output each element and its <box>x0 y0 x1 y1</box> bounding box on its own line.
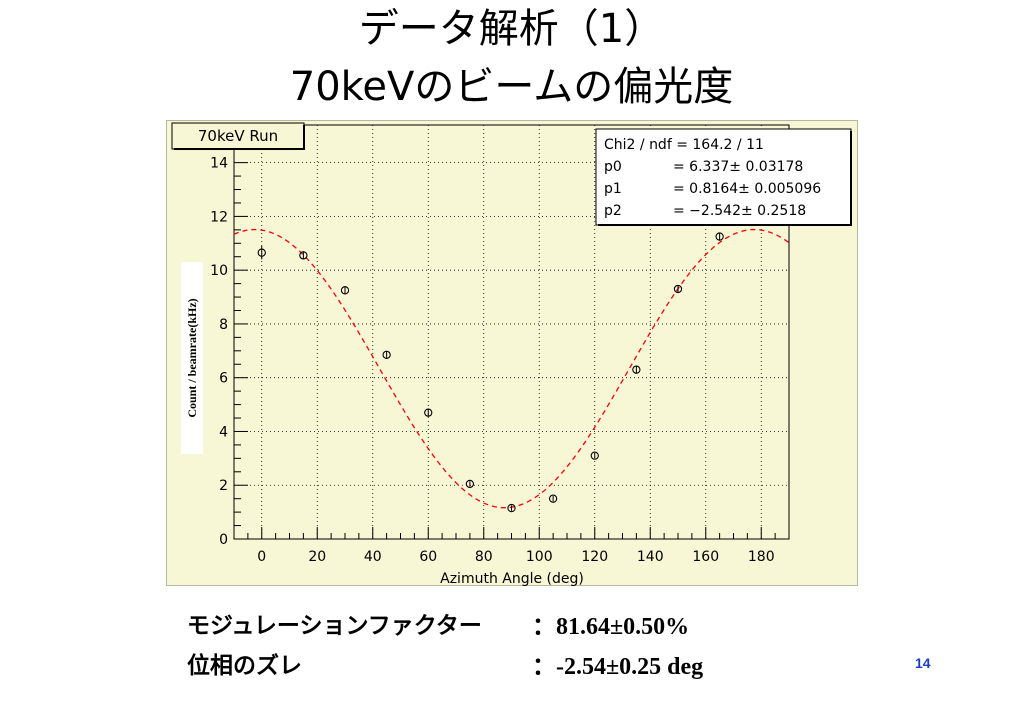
data-point <box>590 451 599 460</box>
chart-title: 70keV Run <box>198 127 278 145</box>
y-axis-label: Count / beamrate(kHz) <box>185 298 199 417</box>
stats-row-name: p2 <box>604 203 622 219</box>
data-point <box>548 494 558 503</box>
x-tick-label: 40 <box>364 549 382 565</box>
data-point <box>340 286 350 295</box>
y-tick-label: 4 <box>219 424 228 440</box>
x-tick-label: 20 <box>308 549 326 565</box>
page-number: 14 <box>915 655 931 671</box>
point-layer <box>257 216 766 513</box>
y-tick-label: 14 <box>210 156 228 172</box>
y-tick-label: 10 <box>210 263 228 279</box>
y-tick-label: 6 <box>219 371 228 387</box>
x-tick-label: 80 <box>475 549 493 565</box>
y-axis-label-bg <box>181 262 203 454</box>
x-tick-label: 100 <box>526 549 553 565</box>
data-point <box>715 232 724 241</box>
x-tick-label: 140 <box>637 549 664 565</box>
data-point <box>382 350 391 360</box>
stats-layer: Chi2 / ndf = 164.2 / 11 p0 = 6.337± 0.0317… <box>604 137 821 219</box>
x-tick-label: 160 <box>692 549 719 565</box>
phase-shift-value: ：-2.54±0.25 deg <box>532 654 704 680</box>
stats-row-name: Chi2 / ndf = 164.2 / 11 <box>604 137 764 153</box>
stats-box <box>595 128 852 226</box>
x-tick-label: 180 <box>748 549 775 565</box>
data-point <box>465 479 475 489</box>
data-point <box>257 248 266 257</box>
x-tick-label: 0 <box>257 549 266 565</box>
x-axis-label: Azimuth Angle (deg) <box>440 571 584 587</box>
x-tick-label: 120 <box>581 549 608 565</box>
data-point <box>507 503 516 513</box>
chart-title-box <box>171 122 305 150</box>
modulation-factor-line: モジュレーションファクター ：81.64±0.50% <box>187 606 787 640</box>
data-point <box>673 284 683 294</box>
chart-svg: 0 20 40 60 80 100 120 140 160 180 0 2 4 6 8 10 12 14 70ke… <box>171 122 852 587</box>
x-tick-label: 60 <box>419 549 437 565</box>
data-point <box>424 408 433 417</box>
y-tick-label: 0 <box>219 532 228 548</box>
chart-frame: 0 20 40 60 80 100 120 140 160 180 0 2 4 6 8 10 12 14 70ke… <box>166 120 858 587</box>
slide-title-line2: 70keVのビームの偏光度 <box>289 64 734 110</box>
slide-title-line1: データ解析（1） <box>358 6 665 52</box>
stats-row-value: = 0.8164± 0.005096 <box>673 181 821 197</box>
data-point <box>632 365 641 374</box>
stats-row-value: = −2.542± 0.2518 <box>673 203 806 219</box>
stats-row-name: p1 <box>604 181 622 197</box>
y-tick-label: 12 <box>210 209 228 225</box>
y-tick-label: 2 <box>219 478 228 494</box>
data-point <box>299 251 308 260</box>
stats-row-value: = 6.337± 0.03178 <box>673 159 803 175</box>
y-tick-label: 8 <box>219 317 228 333</box>
modulation-factor-value: ：81.64±0.50% <box>532 614 690 640</box>
tick-layer: 0 20 40 60 80 100 120 140 160 180 0 2 4 6 8 10 12 14 <box>210 135 790 565</box>
phase-shift-line: 位相のズレ ：-2.54±0.25 deg <box>187 646 787 680</box>
stats-row-name: p0 <box>604 159 622 175</box>
modulation-factor-label: モジュレーションファクター <box>187 613 482 639</box>
phase-shift-label: 位相のズレ <box>187 653 302 679</box>
